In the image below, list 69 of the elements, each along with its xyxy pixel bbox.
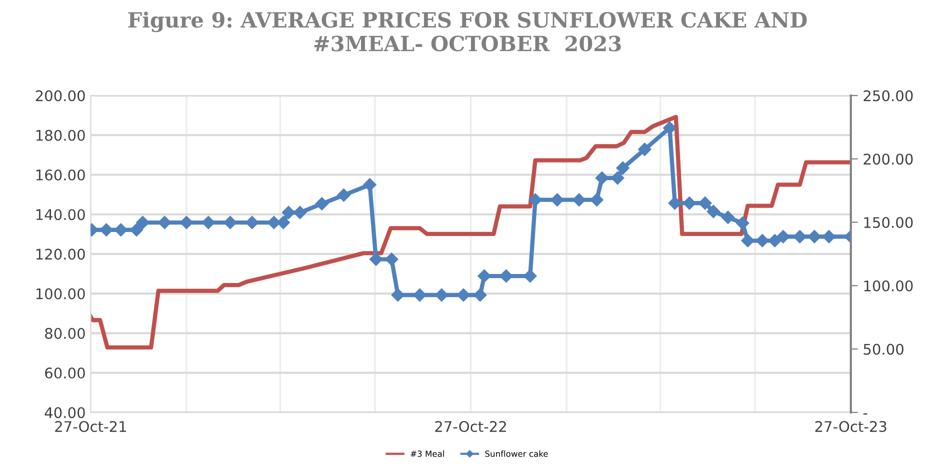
point [136, 216, 150, 230]
point [668, 196, 682, 210]
y-tick-label: 160.00 [36, 169, 85, 180]
y-tick-label: 120.00 [36, 248, 85, 260]
point [391, 288, 404, 302]
point [456, 288, 470, 302]
point [246, 216, 259, 230]
point [808, 230, 821, 244]
legend-label: #3 Meal [410, 450, 444, 457]
point [158, 216, 172, 230]
point [130, 223, 144, 236]
legend-label: Sunflower cake [485, 450, 548, 457]
point [590, 193, 604, 206]
point [276, 216, 290, 230]
point [369, 252, 383, 266]
y2-tick-label: 150.00 [864, 217, 913, 228]
y2-tick-label: 100.00 [864, 280, 913, 292]
point [721, 210, 735, 224]
point [663, 121, 676, 135]
point [435, 288, 448, 302]
point [224, 216, 237, 230]
y2-tick-label: 250.00 [864, 90, 913, 102]
point [282, 206, 296, 220]
point [413, 288, 426, 302]
x-tick-label: 27-Oct-22 [435, 421, 506, 432]
point [337, 188, 350, 202]
point [500, 269, 513, 283]
chart-title: Figure 9: AVERAGE PRICES FOR SUNFLOWER CAKE AND #3MEAL- OCTOBER 2023 [128, 12, 807, 52]
point [528, 193, 542, 206]
point [202, 216, 215, 230]
y-tick-label: 100.00 [36, 288, 85, 300]
point [756, 234, 769, 248]
point [616, 161, 630, 175]
line-series [90, 114, 851, 350]
point [315, 197, 328, 210]
point [822, 230, 836, 244]
y2-tick-label: - [863, 413, 868, 415]
point [550, 193, 564, 206]
point [611, 171, 624, 185]
point [474, 288, 487, 302]
point [572, 193, 586, 206]
point [363, 178, 376, 192]
y-tick-label: 180.00 [36, 130, 85, 141]
y2-tick-label: 50.00 [864, 344, 904, 355]
point [478, 269, 491, 283]
point [595, 171, 609, 185]
point [682, 196, 696, 210]
y-tick-label: 80.00 [45, 328, 85, 339]
x-tick-label: 27-Oct-21 [55, 421, 126, 432]
point [180, 216, 194, 230]
point [100, 223, 113, 236]
y-tick-label: 200.00 [36, 90, 85, 102]
point [638, 142, 652, 156]
x-tick-label: 27-Oct-23 [815, 421, 886, 432]
y-tick-label: 60.00 [45, 368, 85, 379]
y-tick-label: 140.00 [36, 209, 85, 220]
y2-tick-label: 200.00 [864, 154, 913, 165]
point [293, 206, 307, 220]
point [768, 234, 782, 248]
point [736, 216, 750, 230]
point [524, 269, 537, 283]
point [776, 230, 790, 244]
point [698, 196, 712, 210]
point [706, 204, 720, 218]
point [741, 234, 754, 248]
point [793, 230, 806, 244]
y-tick-label: 40.00 [44, 407, 85, 418]
point [114, 223, 128, 236]
point [385, 252, 398, 266]
